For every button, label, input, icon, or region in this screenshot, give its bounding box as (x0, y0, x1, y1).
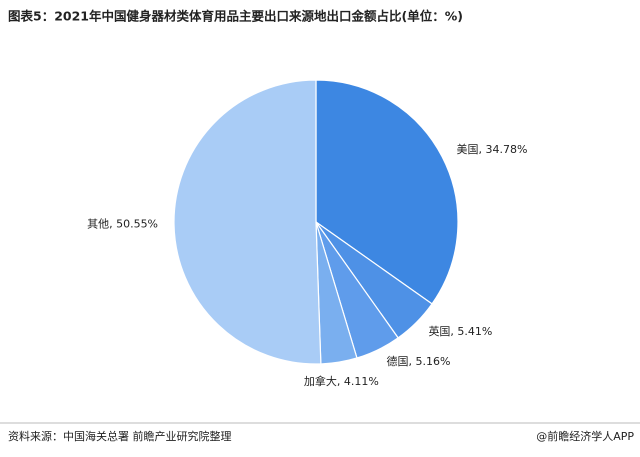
source: 资料来源：中国海关总署 前瞻产业研究院整理 (8, 429, 232, 443)
data-label: 其他, 50.55% (87, 218, 158, 231)
pie-slice (315, 79, 459, 305)
data-label: 英国, 5.41% (428, 324, 492, 338)
data-label: 德国, 5.16% (386, 354, 450, 368)
chart-title: 图表5：2021年中国健身器材类体育用品主要出口来源地出口金额占比(单位：%) (8, 9, 463, 24)
data-label: 加拿大, 4.11% (304, 374, 379, 388)
credit: @前瞻经济学人APP (536, 429, 634, 443)
pie-slice (173, 79, 322, 365)
data-label: 美国, 34.78% (456, 143, 527, 156)
